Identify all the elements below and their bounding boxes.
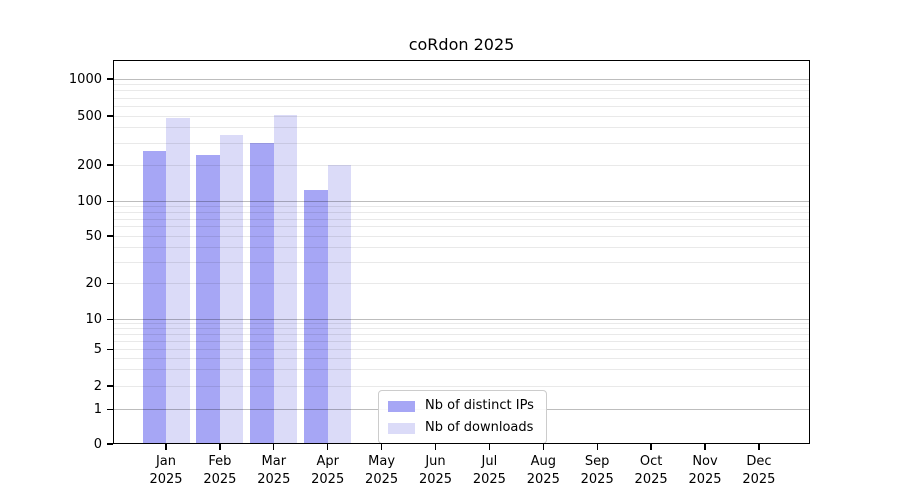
legend-item: Nb of downloads bbox=[388, 421, 534, 435]
x-tick-label: May 2025 bbox=[340, 453, 424, 489]
x-tick-label: Dec 2025 bbox=[717, 453, 801, 489]
y-tick-mark bbox=[107, 443, 113, 445]
y-tick-mark bbox=[107, 115, 113, 117]
x-tick-year: 2025 bbox=[526, 472, 560, 487]
bar-nb-of-downloads-mar bbox=[273, 114, 298, 444]
x-tick-label: Mar 2025 bbox=[232, 453, 316, 489]
x-tick-month: Jan bbox=[155, 454, 177, 469]
x-tick-mark bbox=[273, 444, 275, 450]
x-tick-year: 2025 bbox=[311, 472, 345, 487]
y-tick-label: 100 bbox=[77, 193, 102, 209]
y-tick-label: 50 bbox=[85, 228, 102, 244]
x-tick-mark bbox=[219, 444, 221, 450]
x-tick-year: 2025 bbox=[472, 472, 506, 487]
x-tick-month: Mar bbox=[261, 454, 287, 469]
x-tick-month: Jun bbox=[425, 454, 446, 469]
y-tick-label: 500 bbox=[77, 108, 102, 124]
y-tick-label: 1000 bbox=[68, 71, 102, 87]
bar-nb-of-distinct-ips-apr bbox=[304, 189, 328, 444]
x-tick-mark bbox=[758, 444, 760, 450]
x-tick-month: Sep bbox=[584, 454, 610, 469]
y-tick-mark bbox=[107, 235, 113, 237]
x-tick-label: Jan 2025 bbox=[124, 453, 208, 489]
x-tick-year: 2025 bbox=[634, 472, 668, 487]
x-tick-mark bbox=[704, 444, 706, 450]
y-tick-label: 2 bbox=[93, 378, 102, 394]
y-tick-mark bbox=[107, 200, 113, 202]
y-tick-mark bbox=[107, 318, 113, 320]
bars-layer bbox=[113, 60, 810, 444]
y-tick-label: 200 bbox=[77, 157, 102, 173]
legend-item: Nb of distinct IPs bbox=[388, 399, 534, 413]
x-tick-label: Oct 2025 bbox=[609, 453, 693, 489]
bar-nb-of-distinct-ips-mar bbox=[250, 143, 274, 444]
bar-nb-of-distinct-ips-jan bbox=[142, 150, 166, 444]
legend: Nb of distinct IPs Nb of downloads bbox=[378, 390, 547, 444]
x-tick-month: Nov bbox=[692, 454, 718, 469]
y-tick-label: 10 bbox=[85, 311, 102, 327]
x-tick-mark bbox=[650, 444, 652, 450]
bar-nb-of-downloads-apr bbox=[327, 165, 352, 444]
y-tick-mark bbox=[107, 78, 113, 80]
x-tick-year: 2025 bbox=[257, 472, 291, 487]
x-tick-mark bbox=[596, 444, 598, 450]
chart-title: coRdon 2025 bbox=[408, 35, 515, 54]
x-tick-mark bbox=[380, 444, 383, 450]
x-tick-label: Jul 2025 bbox=[447, 453, 531, 489]
bar-nb-of-downloads-jan bbox=[166, 118, 190, 444]
legend-swatch bbox=[388, 400, 415, 412]
x-tick-month: Feb bbox=[208, 454, 232, 469]
x-tick-month: Aug bbox=[530, 454, 556, 469]
x-tick-month: May bbox=[368, 454, 396, 469]
y-tick-mark bbox=[107, 282, 113, 284]
x-tick-label: Jun 2025 bbox=[394, 453, 478, 489]
x-tick-month: Oct bbox=[639, 454, 663, 469]
x-tick-label: Sep 2025 bbox=[555, 453, 639, 489]
x-tick-year: 2025 bbox=[418, 472, 453, 487]
y-tick-mark bbox=[107, 408, 113, 410]
x-tick-label: Nov 2025 bbox=[663, 453, 747, 489]
bar-nb-of-distinct-ips-feb bbox=[196, 155, 220, 444]
y-tick-mark bbox=[107, 348, 113, 350]
x-tick-label: Feb 2025 bbox=[178, 453, 262, 489]
x-tick-mark bbox=[434, 444, 437, 450]
x-tick-mark bbox=[327, 444, 329, 450]
x-tick-year: 2025 bbox=[580, 472, 614, 487]
x-tick-year: 2025 bbox=[365, 472, 399, 487]
legend-label: Nb of distinct IPs bbox=[425, 398, 534, 413]
y-tick-label: 5 bbox=[93, 341, 102, 357]
legend-swatch bbox=[388, 422, 415, 434]
x-tick-label: Apr 2025 bbox=[286, 453, 370, 489]
x-tick-month: Dec bbox=[746, 454, 772, 469]
x-tick-year: 2025 bbox=[688, 472, 722, 487]
y-tick-mark bbox=[107, 164, 113, 166]
plot-area: 0 1 2 5 10 20 50 100 200 500 1000 Jan 2025 Feb 2025 Ma… bbox=[69, 60, 810, 487]
x-tick-year: 2025 bbox=[742, 472, 776, 487]
y-tick-label: 1 bbox=[93, 401, 102, 417]
x-tick-mark bbox=[165, 444, 167, 450]
x-tick-year: 2025 bbox=[203, 472, 237, 487]
x-tick-mark bbox=[542, 444, 544, 450]
x-tick-year: 2025 bbox=[149, 472, 183, 487]
y-tick-mark bbox=[107, 385, 113, 387]
y-tick-label: 0 bbox=[93, 436, 102, 452]
legend-label: Nb of downloads bbox=[425, 420, 534, 435]
x-tick-month: Apr bbox=[316, 454, 339, 469]
x-tick-label: Aug 2025 bbox=[501, 453, 585, 489]
bar-nb-of-downloads-feb bbox=[219, 135, 244, 444]
x-tick-mark bbox=[488, 444, 491, 450]
y-tick-label: 20 bbox=[85, 275, 102, 291]
x-tick-month: Jul bbox=[481, 454, 498, 469]
